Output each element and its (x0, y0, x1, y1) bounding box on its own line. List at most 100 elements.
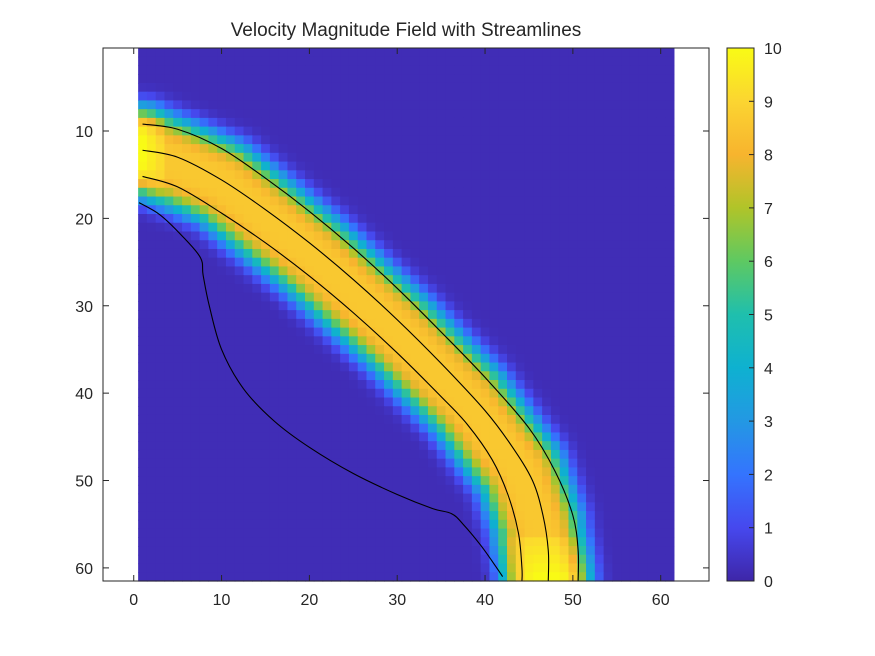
heatmap-cell (331, 214, 341, 224)
heatmap-cell (419, 222, 429, 233)
heatmap-cell (331, 266, 341, 276)
heatmap-cell (225, 458, 236, 469)
heatmap-cell (269, 388, 280, 399)
heatmap-cell (568, 388, 578, 399)
heatmap-cell (410, 187, 420, 198)
heatmap-cell (269, 519, 280, 530)
heatmap-cell (357, 554, 368, 565)
heatmap-cell (463, 56, 473, 67)
heatmap-cell (375, 301, 385, 311)
heatmap-cell (542, 231, 552, 241)
heatmap-cell (146, 380, 157, 390)
heatmap-cell (445, 484, 455, 495)
heatmap-cell (243, 353, 253, 364)
heatmap-cell (471, 467, 482, 477)
heatmap-cell (665, 205, 675, 215)
heatmap-cell (269, 414, 280, 425)
heatmap-cell (568, 484, 578, 495)
heatmap-cell (357, 519, 368, 530)
heatmap-cell (480, 266, 491, 276)
heatmap-cell (296, 441, 306, 451)
heatmap-cell (603, 126, 613, 136)
heatmap-cell (243, 318, 253, 329)
heatmap-cell (665, 161, 675, 171)
heatmap-cell (305, 196, 315, 206)
heatmap-cell (542, 301, 552, 311)
heatmap-cell (586, 222, 596, 233)
heatmap-cell (568, 519, 578, 530)
heatmap-cell (559, 283, 570, 294)
heatmap-cell (322, 100, 332, 110)
heatmap-cell (234, 48, 245, 58)
heatmap-cell (322, 240, 332, 250)
heatmap-cell (243, 336, 253, 346)
heatmap-cell (340, 458, 350, 469)
heatmap-cell (603, 336, 613, 346)
heatmap-cell (665, 82, 675, 93)
heatmap-cell (366, 388, 376, 399)
heatmap-cell (436, 257, 447, 268)
heatmap-cell (463, 519, 473, 530)
heatmap-cell (480, 476, 491, 486)
heatmap-cell (340, 56, 350, 67)
heatmap-cell (638, 484, 649, 495)
heatmap-cell (524, 65, 534, 75)
heatmap-cell (647, 222, 657, 233)
heatmap-cell (190, 161, 201, 171)
heatmap-cell (366, 493, 376, 503)
heatmap-cell (480, 65, 491, 75)
heatmap-cell (489, 353, 499, 364)
heatmap-cell (542, 476, 552, 486)
heatmap-cell (164, 275, 174, 285)
heatmap-cell (199, 187, 209, 198)
heatmap-cell (656, 144, 666, 154)
heatmap-cell (463, 380, 473, 390)
heatmap-cell (305, 240, 315, 250)
heatmap-cell (586, 48, 596, 58)
heatmap-cell (471, 362, 482, 372)
heatmap-cell (375, 388, 385, 399)
heatmap-cell (366, 222, 376, 233)
heatmap-cell (436, 546, 447, 556)
heatmap-cell (322, 441, 332, 451)
heatmap-cell (392, 196, 403, 206)
heatmap-cell (603, 345, 613, 355)
heatmap-cell (550, 266, 561, 276)
heatmap-cell (498, 170, 508, 180)
heatmap-cell (524, 476, 534, 486)
heatmap-cell (427, 283, 438, 294)
heatmap-cell (533, 126, 543, 136)
heatmap-cell (182, 414, 192, 425)
heatmap-cell (199, 170, 209, 180)
heatmap-cell (603, 292, 613, 302)
heatmap-cell (155, 301, 166, 311)
heatmap-cell (647, 467, 657, 477)
heatmap-cell (594, 144, 605, 154)
heatmap-cell (138, 502, 148, 512)
heatmap-cell (427, 467, 438, 477)
heatmap-cell (331, 117, 341, 128)
heatmap-cell (252, 56, 262, 67)
heatmap-cell (305, 546, 315, 556)
heatmap-cell (489, 56, 499, 67)
heatmap-cell (392, 537, 403, 547)
heatmap-cell (542, 222, 552, 233)
heatmap-cell (524, 266, 534, 276)
heatmap-cell (427, 205, 438, 215)
heatmap-cell (357, 484, 368, 495)
heatmap-cell (436, 441, 447, 451)
heatmap-cell (155, 336, 166, 346)
heatmap-cell (559, 240, 570, 250)
heatmap-cell (322, 563, 332, 573)
heatmap-cell (208, 519, 218, 530)
heatmap-cell (480, 537, 491, 547)
heatmap-cell (243, 519, 253, 530)
heatmap-cell (401, 117, 411, 128)
heatmap-cell (419, 519, 429, 530)
heatmap-cell (568, 248, 578, 259)
heatmap-cell (436, 187, 447, 198)
heatmap-cell (261, 467, 271, 477)
heatmap-cell (340, 449, 350, 460)
heatmap-cell (542, 546, 552, 556)
heatmap-cell (638, 100, 649, 110)
